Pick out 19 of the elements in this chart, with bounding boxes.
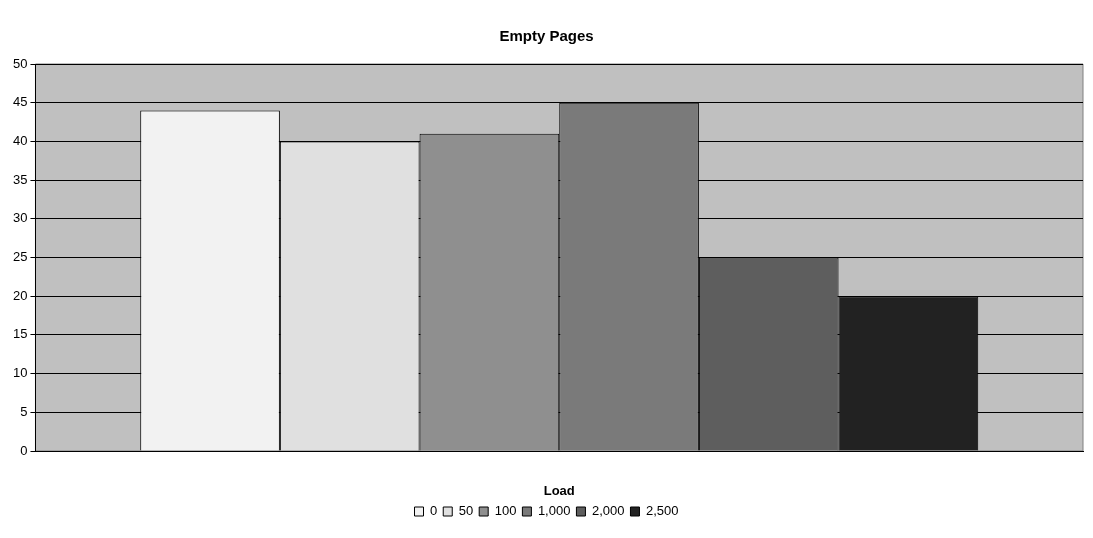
- y-tick-label: 0: [20, 442, 28, 458]
- y-tick-label: 40: [12, 132, 28, 148]
- y-tick-label: 20: [12, 287, 28, 303]
- y-tick-label: 35: [12, 171, 28, 187]
- x-axis-title: Load: [543, 482, 575, 498]
- legend-label: 1,000: [537, 503, 571, 519]
- y-tick-label: 30: [12, 210, 28, 226]
- legend-label: 0: [430, 503, 438, 519]
- y-tick-label: 10: [12, 365, 28, 381]
- legend-label: 2,500: [645, 503, 679, 519]
- y-tick-label: 5: [20, 403, 28, 419]
- y-tick-label: 50: [12, 55, 28, 71]
- y-tick-label: 25: [12, 249, 28, 265]
- y-tick-label: 45: [12, 94, 28, 110]
- chart-title: Empty Pages: [499, 27, 594, 45]
- legend-label: 2,000: [591, 503, 625, 519]
- legend-label: 100: [494, 503, 517, 519]
- y-tick-label: 15: [12, 326, 28, 342]
- legend-label: 50: [458, 503, 474, 519]
